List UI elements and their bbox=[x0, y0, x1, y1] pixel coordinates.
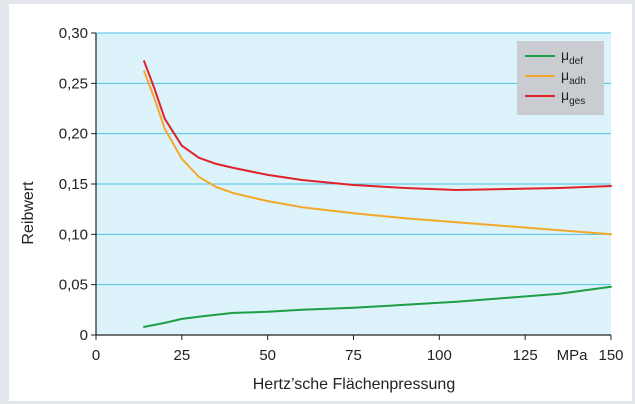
y-axis-title: Reibwert bbox=[20, 181, 37, 245]
y-tick-label-3: 0,15 bbox=[59, 176, 88, 193]
legend-label-adh: μadh bbox=[561, 67, 586, 87]
legend-box bbox=[517, 41, 604, 115]
x-tick-label-2: 50 bbox=[259, 347, 276, 364]
x-tick-label-0: 0 bbox=[92, 347, 100, 364]
x-tick-label-3: 75 bbox=[345, 347, 362, 364]
x-axis-title: Hertz’sche Flächenpressung bbox=[253, 376, 455, 393]
series-line-adh bbox=[143, 70, 612, 236]
y-tick-label-0: 0 bbox=[80, 327, 88, 344]
x-unit-label: MPa bbox=[557, 347, 589, 364]
y-tick-label-1: 0,05 bbox=[59, 277, 88, 294]
series-line-def bbox=[143, 285, 612, 328]
series-lines bbox=[143, 60, 612, 328]
x-tick-label-6: 150 bbox=[598, 347, 623, 364]
x-tick-labels: 0 25 50 75 100 125 150 bbox=[92, 347, 624, 364]
y-tick-label-6: 0,30 bbox=[59, 25, 88, 42]
x-tick-label-4: 100 bbox=[427, 347, 452, 364]
series-line-ges bbox=[143, 60, 612, 191]
axes bbox=[91, 32, 612, 340]
y-tick-label-2: 0,10 bbox=[59, 226, 88, 243]
x-tick-label-1: 25 bbox=[173, 347, 190, 364]
legend-label-ges: μges bbox=[561, 87, 585, 107]
y-tick-labels: 0 0,05 0,10 0,15 0,20 0,25 0,30 bbox=[59, 25, 88, 344]
y-tick-label-5: 0,25 bbox=[59, 75, 88, 92]
x-tick-label-5: 125 bbox=[513, 347, 538, 364]
y-tick-label-4: 0,20 bbox=[59, 126, 88, 143]
legend-label-def: μdef bbox=[561, 47, 583, 67]
